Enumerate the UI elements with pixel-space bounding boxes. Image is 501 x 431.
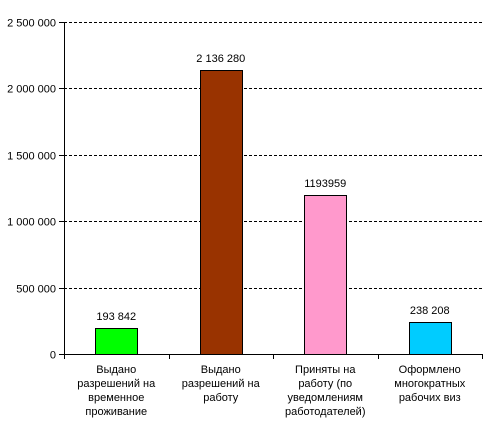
y-tick-label: 0	[50, 350, 56, 362]
x-category-label: уведомлениям	[288, 392, 363, 404]
y-tick-label: 1 500 000	[7, 151, 56, 163]
x-category-label: работу (по	[298, 378, 352, 390]
bar-layer	[95, 70, 452, 355]
bar	[304, 195, 347, 355]
x-category-label: Выдано	[201, 364, 241, 376]
bar-value-label: 238 208	[410, 305, 450, 317]
bar	[95, 328, 138, 355]
x-category-label: Выдано	[96, 364, 136, 376]
bar-value-label: 1193959	[304, 178, 346, 190]
y-tick-label: 1 000 000	[7, 217, 56, 229]
x-category-label: работодателей)	[285, 406, 366, 418]
x-category-label: проживание	[85, 406, 147, 418]
y-tick-label: 2 500 000	[7, 18, 56, 30]
grid-layer	[64, 22, 482, 289]
x-category-label: Оформлено	[399, 364, 461, 376]
bar-value-label: 2 136 280	[196, 53, 245, 65]
bar-value-label: 193 842	[96, 311, 136, 323]
x-category-label: рабочих виз	[399, 392, 461, 404]
label-layer: 0 500 000 1 000 000 1 500 000 2 000 000 2 500…	[7, 18, 466, 419]
x-category-label: работу	[203, 392, 239, 404]
bar	[200, 70, 243, 355]
x-category-label: разрешений на	[182, 378, 261, 390]
x-category-label: временное	[88, 392, 144, 404]
x-category-label: многократных	[394, 378, 465, 390]
x-category-label: Приняты на	[295, 364, 356, 376]
bar	[409, 322, 452, 355]
y-tick-label: 500 000	[16, 284, 56, 296]
axis-layer	[59, 22, 483, 359]
x-category-label: разрешений на	[77, 378, 156, 390]
y-tick-label: 2 000 000	[7, 84, 56, 96]
